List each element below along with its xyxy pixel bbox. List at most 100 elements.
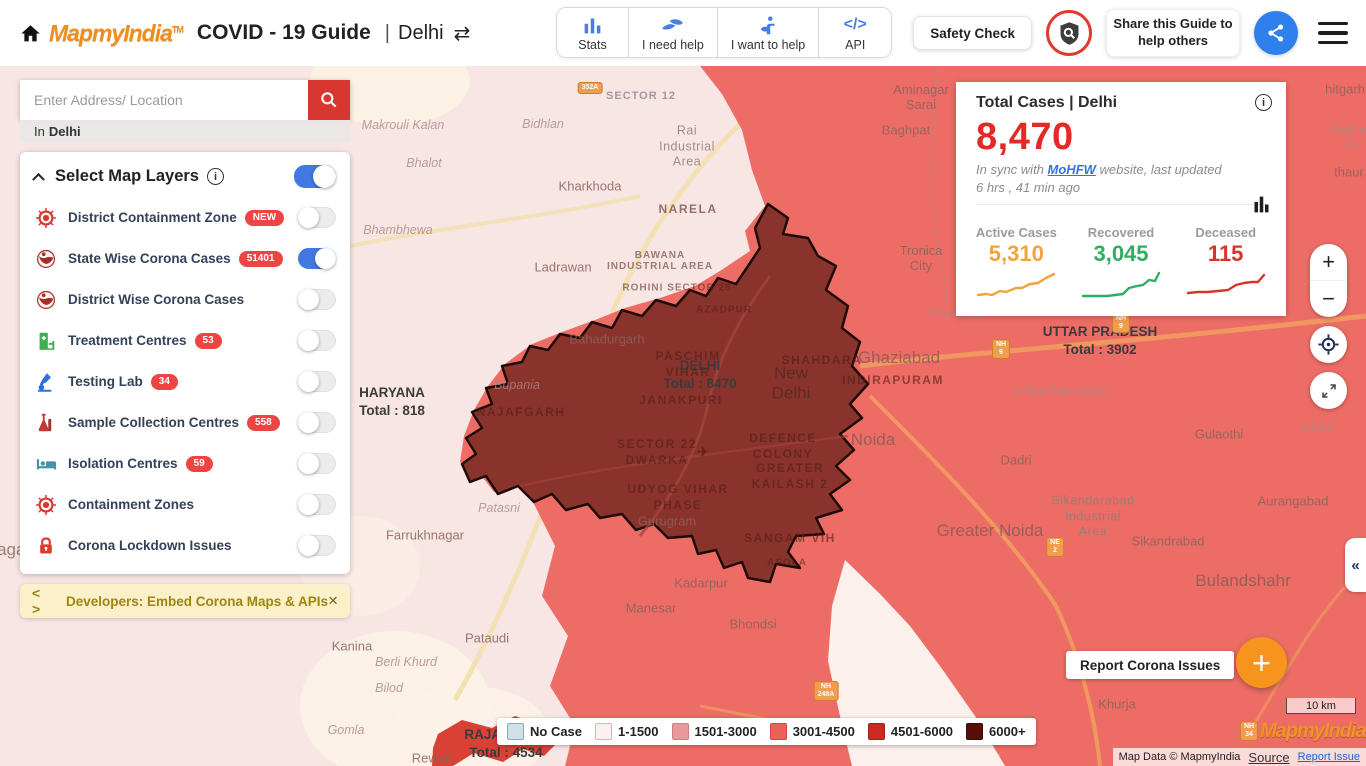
metric-deceased: Deceased 115 — [1173, 225, 1278, 304]
nav-item-label: I need help — [642, 38, 704, 52]
code-icon: < > — [32, 585, 43, 617]
metric-value: 3,045 — [1093, 241, 1149, 267]
info-icon[interactable]: i — [207, 168, 224, 185]
layer-row-6[interactable]: Sample Collection Centres 558 — [20, 402, 350, 443]
panel-collapse-handle[interactable]: « — [1345, 538, 1366, 592]
layer-toggle[interactable] — [298, 371, 336, 392]
layer-toggle[interactable] — [298, 535, 336, 556]
legend-label: 3001-4500 — [792, 724, 855, 739]
home-icon[interactable] — [20, 23, 41, 44]
close-icon[interactable]: × — [328, 591, 338, 610]
mapmyindia-logo[interactable]: MapmyIndiaTM — [49, 19, 184, 46]
layer-label: Sample Collection Centres — [68, 415, 240, 430]
change-region-icon[interactable]: ⇄ — [453, 22, 471, 45]
globe-icon — [34, 289, 58, 311]
metric-recovered: Recovered 3,045 — [1069, 225, 1174, 304]
zoom-out-button[interactable]: − — [1322, 286, 1335, 311]
layer-count-badge: 558 — [247, 414, 280, 431]
nav-item-label: API — [845, 38, 866, 52]
source-link[interactable]: Source — [1248, 749, 1290, 765]
legend-swatch — [595, 723, 613, 740]
search-context: In Delhi — [20, 120, 350, 142]
fullscreen-button[interactable] — [1310, 372, 1347, 409]
share-guide-button[interactable]: Share this Guide to help others — [1106, 9, 1240, 57]
mohfw-link[interactable]: MoHFW — [1047, 162, 1096, 177]
zoom-in-button[interactable]: + — [1310, 244, 1347, 281]
layer-row-1[interactable]: District Containment Zone NEW — [20, 197, 350, 238]
menu-icon[interactable] — [1312, 18, 1354, 49]
bar-chart-icon[interactable] — [1251, 194, 1272, 220]
legend-item: 6000+ — [966, 723, 1026, 740]
metric-sparkline — [973, 271, 1059, 304]
toggle-knob — [315, 248, 336, 269]
nav-item-stats[interactable]: Stats — [557, 8, 629, 57]
locate-button[interactable] — [1310, 326, 1347, 363]
layer-row-2[interactable]: State Wise Corona Cases 51401 — [20, 238, 350, 279]
layer-row-7[interactable]: Isolation Centres 59 — [20, 443, 350, 484]
lock-icon — [34, 536, 58, 556]
metrics-row: Active Cases 5,310 Recovered 3,045 Deceased 1… — [956, 215, 1286, 316]
layers-master-toggle[interactable] — [294, 165, 336, 188]
nav-item-need-help[interactable]: I need help — [629, 8, 718, 57]
layers-list: District Containment Zone NEW State Wise C… — [20, 197, 350, 566]
legend-label: 1501-3000 — [694, 724, 757, 739]
search-button[interactable] — [308, 80, 350, 120]
search-input[interactable] — [20, 80, 308, 120]
toggle-knob — [298, 289, 319, 310]
toggle-knob — [298, 207, 319, 228]
legend-label: No Case — [530, 724, 583, 739]
flask-icon — [34, 412, 58, 434]
metric-label: Active Cases — [975, 225, 1057, 241]
layers-panel-header[interactable]: Select Map Layers i — [20, 152, 350, 197]
virus-icon — [34, 494, 58, 516]
page-title: COVID - 19 Guide — [196, 21, 371, 44]
metric-label: Deceased — [1195, 225, 1257, 241]
legend-item: 4501-6000 — [867, 723, 953, 740]
legend-item: 1-1500 — [595, 723, 659, 740]
metric-active-cases: Active Cases 5,310 — [964, 225, 1069, 304]
toggle-knob — [298, 371, 319, 392]
info-icon[interactable]: i — [1255, 94, 1272, 111]
developers-link[interactable]: Developers: Embed Corona Maps & APIs — [65, 593, 329, 609]
layer-row-3[interactable]: District Wise Corona Cases — [20, 279, 350, 320]
layer-toggle[interactable] — [298, 248, 336, 269]
layer-label: Containment Zones — [68, 497, 195, 512]
layer-count-badge: 53 — [194, 332, 222, 349]
layer-row-5[interactable]: Testing Lab 34 — [20, 361, 350, 402]
hospital-icon — [34, 330, 58, 352]
legend-swatch — [769, 723, 787, 740]
add-report-fab[interactable]: + — [1236, 637, 1287, 688]
layer-label: Testing Lab — [68, 374, 143, 389]
collapse-chevron-icon[interactable] — [32, 172, 45, 186]
metric-value: 115 — [1207, 241, 1244, 267]
report-issue-link[interactable]: Report Issue — [1297, 751, 1360, 763]
zoom-control: + − — [1310, 244, 1347, 317]
safety-check-button[interactable]: Safety Check — [913, 16, 1032, 50]
safety-shield-icon[interactable] — [1046, 10, 1092, 56]
layer-count-badge: NEW — [244, 209, 285, 226]
volunteer-icon — [758, 13, 779, 37]
layer-row-8[interactable]: Containment Zones — [20, 484, 350, 525]
legend-swatch — [867, 723, 885, 740]
layer-row-9[interactable]: Corona Lockdown Issues — [20, 525, 350, 566]
layer-row-4[interactable]: Treatment Centres 53 — [20, 320, 350, 361]
total-cases-title: Total Cases | Delhi — [976, 94, 1118, 111]
stats-icon — [582, 13, 603, 37]
layer-toggle[interactable] — [298, 453, 336, 474]
layer-toggle[interactable] — [298, 207, 336, 228]
nav-item-api[interactable]: </> API — [819, 8, 892, 57]
report-corona-issues-button[interactable]: Report Corona Issues — [1066, 651, 1235, 679]
layer-toggle[interactable] — [298, 494, 336, 515]
trademark: TM — [171, 23, 184, 34]
layer-toggle[interactable] — [298, 330, 336, 351]
header-nav: Stats I need help I want to help </> API — [556, 7, 893, 58]
share-icon[interactable] — [1254, 11, 1298, 55]
layer-toggle[interactable] — [298, 289, 336, 310]
layer-toggle[interactable] — [298, 412, 336, 433]
toggle-knob — [298, 412, 319, 433]
layer-label: State Wise Corona Cases — [68, 251, 231, 266]
legend-item: 1501-3000 — [671, 723, 757, 740]
metric-sparkline — [1078, 271, 1164, 304]
legend-label: 1-1500 — [618, 724, 659, 739]
nav-item-want-help[interactable]: I want to help — [717, 8, 820, 57]
